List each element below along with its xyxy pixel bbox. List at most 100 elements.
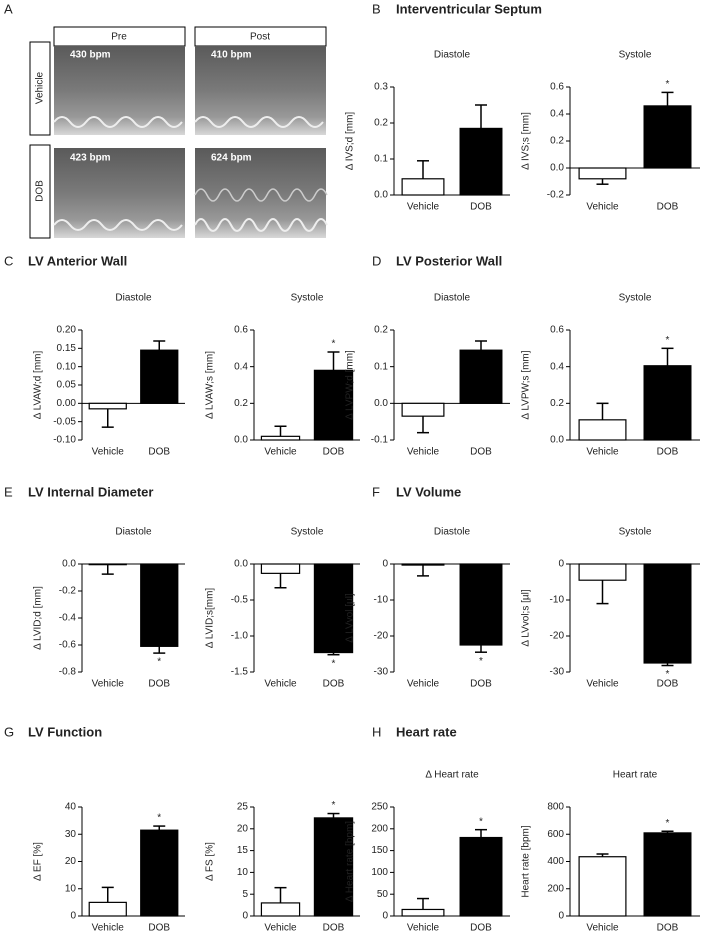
rate-label: 423 bpm bbox=[70, 153, 111, 164]
y-tick-label: -20 bbox=[550, 631, 565, 642]
panel-letter: C bbox=[4, 253, 13, 268]
y-tick-label: -0.10 bbox=[53, 435, 76, 446]
panel-title: Heart rate bbox=[396, 724, 457, 739]
y-axis-label: Δ FS [%] bbox=[205, 842, 216, 881]
bar bbox=[578, 563, 627, 581]
bar bbox=[401, 908, 445, 917]
bar bbox=[140, 349, 179, 404]
x-tick-label: Vehicle bbox=[407, 202, 440, 213]
chart-title: Systole bbox=[619, 293, 652, 304]
rate-label: 410 bpm bbox=[211, 50, 252, 61]
y-tick-label: -30 bbox=[374, 667, 389, 678]
row-label: DOB bbox=[35, 180, 46, 202]
y-axis-label: Δ LVvol;s [µl] bbox=[521, 589, 532, 646]
bar bbox=[578, 856, 627, 917]
y-tick-label: 0.15 bbox=[57, 343, 77, 354]
significance-marker: * bbox=[332, 339, 336, 350]
panel-letter: G bbox=[4, 724, 14, 739]
y-axis-label: Δ LVAW;s [mm] bbox=[205, 351, 216, 419]
bar bbox=[88, 563, 127, 566]
bar bbox=[88, 402, 127, 410]
x-tick-label: Vehicle bbox=[92, 679, 125, 690]
x-tick-label: Vehicle bbox=[407, 923, 440, 933]
bar bbox=[401, 563, 445, 566]
x-tick-label: DOB bbox=[657, 923, 679, 933]
chart-title: Diastole bbox=[115, 293, 152, 304]
column-label: Pre bbox=[111, 32, 127, 43]
y-tick-label: -30 bbox=[550, 667, 565, 678]
y-axis-label: Δ IVS;s [mm] bbox=[521, 112, 532, 170]
y-tick-label: 0.3 bbox=[374, 82, 388, 93]
rate-label: 430 bpm bbox=[70, 50, 111, 61]
panel-letter: B bbox=[372, 1, 381, 16]
panel-title: Interventricular Septum bbox=[396, 1, 542, 16]
x-tick-label: DOB bbox=[323, 447, 345, 458]
y-tick-label: -0.05 bbox=[53, 416, 76, 427]
x-tick-label: DOB bbox=[470, 202, 492, 213]
y-tick-label: 0 bbox=[382, 911, 388, 922]
y-tick-label: 0.10 bbox=[57, 361, 77, 372]
bar bbox=[260, 435, 301, 441]
y-axis-label: Δ LVPW;d [mm] bbox=[345, 350, 356, 420]
y-tick-label: 0.0 bbox=[234, 559, 248, 570]
bar bbox=[459, 127, 503, 196]
y-tick-label: 600 bbox=[547, 829, 564, 840]
y-tick-label: 800 bbox=[547, 802, 564, 813]
chart-title: Systole bbox=[619, 527, 652, 538]
y-tick-label: 0.6 bbox=[550, 325, 564, 336]
y-tick-label: 0 bbox=[558, 559, 564, 570]
y-tick-label: 30 bbox=[65, 829, 77, 840]
bar bbox=[401, 178, 445, 196]
bar bbox=[578, 167, 627, 180]
y-axis-label: Δ LVID;s[mm] bbox=[205, 588, 216, 649]
y-tick-label: 0 bbox=[242, 911, 248, 922]
y-tick-label: 0.2 bbox=[374, 118, 388, 129]
y-tick-label: 20 bbox=[237, 823, 249, 834]
row-box bbox=[29, 144, 51, 239]
y-tick-label: -1.5 bbox=[231, 667, 249, 678]
chart-title: Heart rate bbox=[613, 770, 658, 781]
significance-marker: * bbox=[332, 800, 336, 811]
bar bbox=[459, 349, 503, 404]
bar bbox=[459, 836, 503, 917]
significance-marker: * bbox=[666, 335, 670, 346]
significance-marker: * bbox=[479, 816, 483, 827]
x-tick-label: DOB bbox=[470, 447, 492, 458]
y-tick-label: -0.2 bbox=[547, 190, 565, 201]
x-tick-label: DOB bbox=[470, 923, 492, 933]
y-tick-label: -0.8 bbox=[59, 667, 77, 678]
row-label: Vehicle bbox=[35, 71, 46, 104]
panel-letter: E bbox=[4, 484, 13, 499]
y-tick-label: 100 bbox=[371, 867, 388, 878]
y-axis-label: Heart rate [bpm] bbox=[521, 825, 532, 897]
y-tick-label: 15 bbox=[237, 845, 249, 856]
significance-marker: * bbox=[479, 656, 483, 667]
bar bbox=[260, 563, 301, 574]
y-tick-label: 0.6 bbox=[234, 325, 248, 336]
bar bbox=[459, 563, 503, 646]
y-axis-label: Δ LVPW;s [mm] bbox=[521, 350, 532, 419]
bar bbox=[401, 402, 445, 417]
x-tick-label: Vehicle bbox=[586, 447, 619, 458]
y-tick-label: 0.4 bbox=[234, 361, 248, 372]
panel-title: LV Function bbox=[28, 724, 102, 739]
significance-marker: * bbox=[666, 669, 670, 680]
bar bbox=[643, 105, 692, 169]
x-tick-label: DOB bbox=[657, 447, 679, 458]
y-tick-label: 0.1 bbox=[374, 154, 388, 165]
chart-title: Systole bbox=[619, 50, 652, 61]
echo-images bbox=[53, 46, 328, 238]
y-tick-label: -10 bbox=[550, 595, 565, 606]
y-tick-label: 0.0 bbox=[234, 435, 248, 446]
y-tick-label: 400 bbox=[547, 856, 564, 867]
panel-title: LV Anterior Wall bbox=[28, 253, 127, 268]
y-tick-label: 0 bbox=[558, 911, 564, 922]
y-axis-label: Δ LVAW;d [mm] bbox=[33, 351, 44, 420]
y-tick-label: -0.4 bbox=[59, 613, 77, 624]
y-tick-label: 0.0 bbox=[550, 435, 564, 446]
x-tick-label: Vehicle bbox=[264, 923, 297, 933]
x-tick-label: DOB bbox=[323, 679, 345, 690]
y-tick-label: -0.2 bbox=[59, 586, 77, 597]
x-tick-label: DOB bbox=[470, 679, 492, 690]
